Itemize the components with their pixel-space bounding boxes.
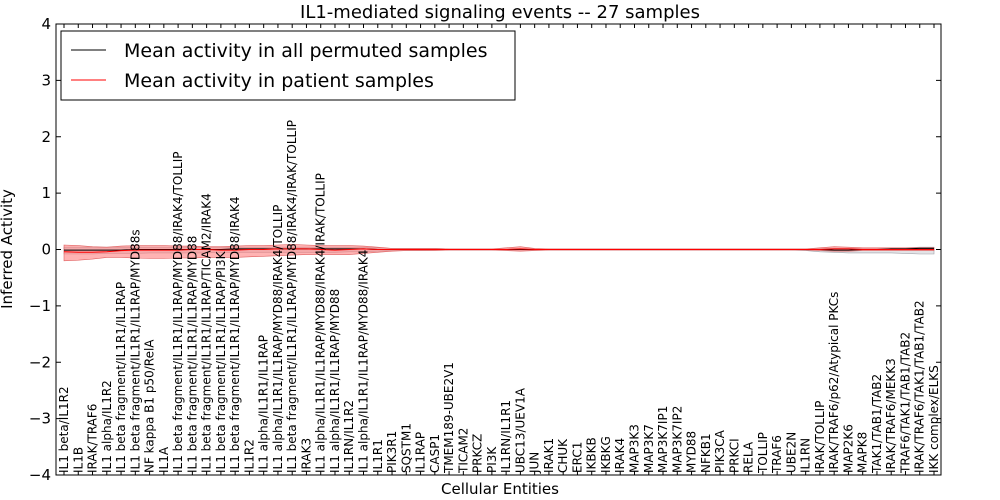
x-category-label: IL1 beta fragment/IL1R1/IL1RAP/MYD88/IRA… bbox=[228, 196, 242, 473]
x-category-label: MAP3K7IP1 bbox=[656, 406, 670, 473]
x-category-label: IKBKB bbox=[585, 437, 599, 473]
y-ticks: −4 −3 −2 −1 0 1 2 3 4 bbox=[29, 15, 941, 484]
x-category-label: IL1 beta fragment/IL1R1/IL1RAP/MYD88 bbox=[185, 236, 199, 473]
series-lines bbox=[63, 247, 934, 253]
y-tick-label: 0 bbox=[41, 241, 51, 259]
x-category-label: IRAK/TOLLIP bbox=[813, 401, 827, 473]
x-category-label: IL1RN/IL1R1 bbox=[499, 400, 513, 473]
x-category-label: TICAM2 bbox=[456, 428, 470, 474]
line-patient bbox=[63, 248, 934, 253]
x-category-label: MAP3K7 bbox=[642, 424, 656, 473]
x-category-label: ERC1 bbox=[570, 442, 584, 473]
x-category-label: TRAF6/TAK1/TAB1/TAB2 bbox=[898, 332, 912, 474]
legend-box bbox=[60, 30, 516, 101]
x-category-label: MAP3K7IP2 bbox=[670, 406, 684, 473]
x-category-label: MAPK8 bbox=[856, 432, 870, 473]
x-axis-label: Cellular Entities bbox=[441, 480, 559, 498]
legend-label-permuted: Mean activity in all permuted samples bbox=[124, 40, 487, 62]
x-category-label: CASP1 bbox=[428, 434, 442, 473]
x-category-label: IL1 alpha/IL1R1/IL1RAP/MYD88/IRAK4/TOLLI… bbox=[271, 205, 285, 473]
x-category-label: IL1R1 bbox=[371, 439, 385, 473]
x-category-label: CHUK bbox=[556, 438, 570, 473]
x-category-label: IL1B bbox=[71, 447, 85, 473]
x-category-label: PRKCZ bbox=[471, 434, 485, 473]
legend-label-patient: Mean activity in patient samples bbox=[124, 70, 434, 92]
y-tick-label: −2 bbox=[29, 353, 51, 371]
x-category-label: TOLLIP bbox=[756, 432, 770, 474]
x-category-labels: IL1 beta/IL1R2 IL1B IRAK/TRAF6 IL1 alpha/IL… bbox=[57, 120, 941, 474]
x-category-label: IL1 alpha/IL1R1/IL1RAP/MYD88/IRAK4/IRAK/… bbox=[314, 173, 328, 473]
x-category-label: TMEM189-UBE2V1 bbox=[442, 362, 456, 474]
x-category-label: IL1 beta fragment/IL1R1/IL1RAP/MYD88/IRA… bbox=[285, 120, 299, 473]
y-tick-label: −1 bbox=[29, 297, 51, 315]
x-category-label: PIK3CA bbox=[713, 429, 727, 473]
x-ticks bbox=[63, 24, 935, 475]
y-tick-label: 3 bbox=[41, 71, 51, 89]
x-category-label: UBE2N bbox=[784, 432, 798, 473]
x-category-label: IL1 alpha/IL1R1/IL1RAP/MYD88 bbox=[328, 289, 342, 473]
x-category-label: IL1 alpha/IL1R1/IL1RAP/MYD88/IRAK4 bbox=[357, 250, 371, 473]
x-category-label: RELA bbox=[742, 441, 756, 473]
x-category-label: PRKCI bbox=[727, 438, 741, 473]
x-category-label: UBC13/UEV1A bbox=[513, 387, 527, 473]
x-category-label: IL1 beta fragment/IL1R1/IL1RAP/MYD88/IRA… bbox=[171, 152, 185, 473]
x-category-label: PI3K bbox=[485, 446, 499, 473]
y-tick-label: −4 bbox=[29, 466, 51, 484]
x-category-label: IL1 beta fragment/IL1R1/IL1RAP/TICAM2/IR… bbox=[200, 193, 214, 473]
x-category-label: IKBKG bbox=[599, 436, 613, 473]
x-category-label: MYD88 bbox=[685, 431, 699, 473]
x-category-label: IRAK/TRAF6/TAK1/TAB1/TAB2 bbox=[913, 300, 927, 473]
x-category-label: IL1 alpha/IL1R2 bbox=[100, 380, 114, 473]
legend: Mean activity in all permuted samples Me… bbox=[60, 30, 516, 101]
x-category-label: IL1RAP bbox=[414, 432, 428, 473]
y-tick-label: 4 bbox=[41, 15, 51, 33]
x-category-label: IRAK/TRAF6/p62/Atypical PKCs bbox=[827, 292, 841, 473]
x-category-label: MAP2K6 bbox=[841, 424, 855, 473]
x-category-label: TAK1/TAB1/TAB2 bbox=[870, 374, 884, 474]
y-tick-label: 1 bbox=[41, 184, 51, 202]
plot-area-frame bbox=[55, 23, 942, 476]
x-category-label: NF kappa B1 p50/RelA bbox=[143, 339, 157, 473]
x-category-label: IL1RN/IL1R2 bbox=[342, 400, 356, 473]
x-category-label: IRAK1 bbox=[542, 438, 556, 473]
x-category-label: IRAK/TRAF6/MEKK3 bbox=[884, 358, 898, 473]
x-category-label: SQSTM1 bbox=[399, 423, 413, 473]
y-tick-label: 2 bbox=[41, 128, 51, 146]
x-category-label: IL1 alpha/IL1R1/IL1RAP bbox=[257, 335, 271, 473]
chart-title: IL1-mediated signaling events -- 27 samp… bbox=[300, 2, 700, 23]
x-category-label: IRAK4 bbox=[613, 438, 627, 473]
x-category-label: IL1A bbox=[157, 446, 171, 473]
y-tick-label: −3 bbox=[29, 410, 51, 428]
x-category-label: IL1 beta fragment/IL1R1/IL1RAP bbox=[114, 282, 128, 473]
y-axis-label: Inferred Activity bbox=[0, 189, 16, 309]
x-category-label: IL1 beta fragment/IL1R1/IL1RAP/PI3K bbox=[214, 250, 228, 473]
x-category-label: IL1 beta/IL1R2 bbox=[57, 386, 71, 473]
x-category-label: IRAK3 bbox=[299, 438, 313, 473]
x-category-label: JUN bbox=[528, 452, 542, 474]
x-category-label: IL1 beta fragment/IL1R1/IL1RAP/MYD88s bbox=[128, 229, 142, 473]
x-category-label: IL1R2 bbox=[242, 439, 256, 473]
x-category-label: TRAF6 bbox=[770, 435, 784, 474]
x-category-label: IKK complex/ELKS bbox=[927, 365, 941, 473]
x-category-label: MAP3K3 bbox=[627, 424, 641, 473]
x-category-label: PIK3R1 bbox=[385, 431, 399, 473]
x-category-label: IL1RN bbox=[799, 438, 813, 473]
x-category-label: IRAK/TRAF6 bbox=[86, 404, 100, 473]
x-category-label: NFKB1 bbox=[699, 433, 713, 473]
